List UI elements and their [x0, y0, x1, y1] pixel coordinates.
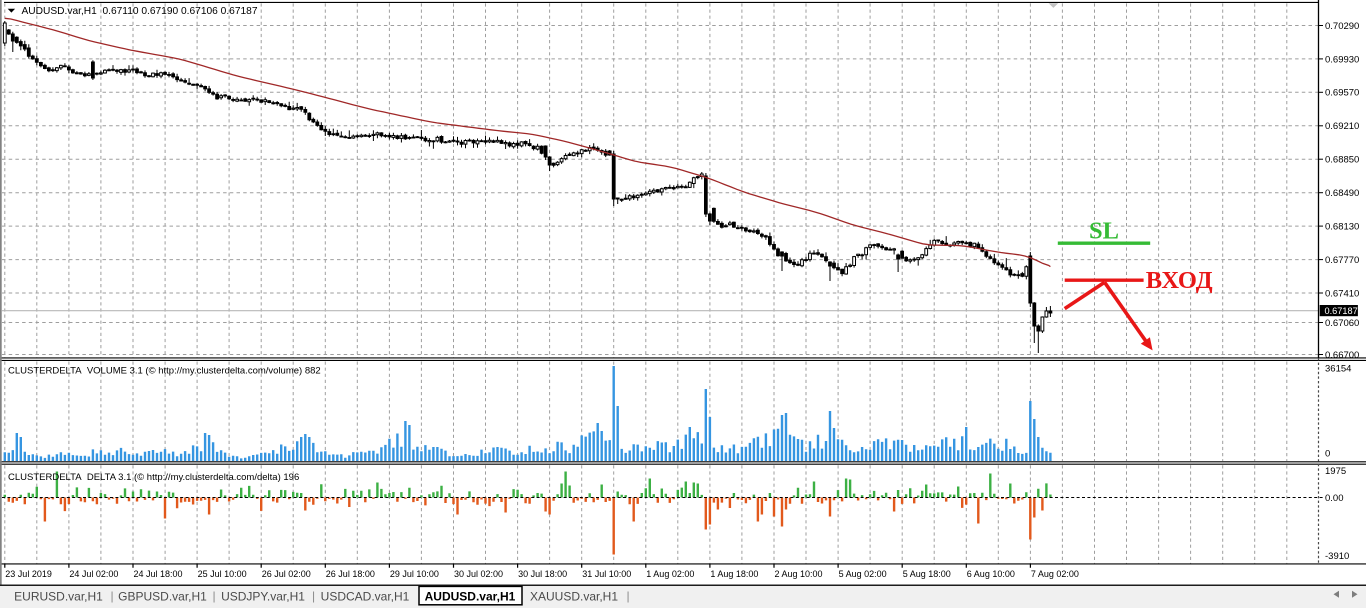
- svg-text:SL: SL: [1089, 218, 1119, 245]
- svg-text:CLUSTERDELTA VOLUME 3.1 (© ht: CLUSTERDELTA VOLUME 3.1 (© http://my.clu…: [8, 365, 321, 376]
- svg-text:6 Aug 10:00: 6 Aug 10:00: [967, 569, 1015, 579]
- svg-text:USDJPY.var,H1: USDJPY.var,H1: [221, 589, 305, 603]
- svg-text:ВХОД: ВХОД: [1146, 267, 1213, 294]
- svg-text:30 Jul 18:00: 30 Jul 18:00: [518, 569, 567, 579]
- svg-text:-3910: -3910: [1325, 551, 1349, 562]
- svg-text:0.69570: 0.69570: [1325, 88, 1359, 99]
- svg-text:0.67187: 0.67187: [1325, 306, 1358, 316]
- svg-text:0.67770: 0.67770: [1325, 255, 1359, 266]
- svg-text:|: |: [312, 589, 315, 603]
- svg-text:1 Aug 18:00: 1 Aug 18:00: [710, 569, 758, 579]
- svg-text:25 Jul 10:00: 25 Jul 10:00: [198, 569, 247, 579]
- svg-text:0.68850: 0.68850: [1325, 155, 1359, 166]
- svg-text:0.68490: 0.68490: [1325, 188, 1359, 199]
- svg-text:AUDUSD.var,H1: AUDUSD.var,H1: [425, 589, 516, 603]
- svg-text:0.00: 0.00: [1325, 493, 1344, 504]
- svg-text:CLUSTERDELTA DELTA 3.1 (© htt: CLUSTERDELTA DELTA 3.1 (© http://my.clus…: [8, 472, 299, 483]
- svg-text:0.67060: 0.67060: [1325, 318, 1359, 329]
- svg-text:5 Aug 02:00: 5 Aug 02:00: [839, 569, 887, 579]
- svg-text:0.68130: 0.68130: [1325, 222, 1359, 233]
- svg-text:30 Jul 02:00: 30 Jul 02:00: [454, 569, 503, 579]
- svg-text:0.67410: 0.67410: [1325, 288, 1359, 299]
- svg-text:AUDUSD.var,H1 0.67110 0.67190: AUDUSD.var,H1 0.67110 0.67190 0.67106 0.…: [22, 6, 258, 17]
- svg-text:0.66700: 0.66700: [1325, 350, 1359, 361]
- svg-text:23 Jul 2019: 23 Jul 2019: [5, 569, 52, 579]
- svg-text:EURUSD.var,H1: EURUSD.var,H1: [14, 589, 103, 603]
- svg-text:26 Jul 18:00: 26 Jul 18:00: [326, 569, 375, 579]
- svg-text:31 Jul 10:00: 31 Jul 10:00: [582, 569, 631, 579]
- svg-text:1 Aug 02:00: 1 Aug 02:00: [646, 569, 694, 579]
- svg-text:24 Jul 18:00: 24 Jul 18:00: [134, 569, 183, 579]
- svg-text:24 Jul 02:00: 24 Jul 02:00: [69, 569, 118, 579]
- svg-text:29 Jul 10:00: 29 Jul 10:00: [390, 569, 439, 579]
- svg-text:2 Aug 10:00: 2 Aug 10:00: [775, 569, 823, 579]
- svg-text:USDCAD.var,H1: USDCAD.var,H1: [321, 589, 410, 603]
- svg-text:0: 0: [1325, 448, 1330, 459]
- svg-text:|: |: [110, 589, 113, 603]
- svg-text:36154: 36154: [1325, 363, 1351, 374]
- svg-text:0.69210: 0.69210: [1325, 121, 1359, 132]
- svg-text:5 Aug 18:00: 5 Aug 18:00: [903, 569, 951, 579]
- svg-text:|: |: [626, 589, 629, 603]
- svg-text:GBPUSD.var,H1: GBPUSD.var,H1: [118, 589, 207, 603]
- svg-text:0.70290: 0.70290: [1325, 21, 1359, 32]
- svg-text:7 Aug 02:00: 7 Aug 02:00: [1031, 569, 1079, 579]
- svg-text:1975: 1975: [1325, 466, 1346, 477]
- svg-text:|: |: [212, 589, 215, 603]
- svg-text:0.69930: 0.69930: [1325, 54, 1359, 65]
- svg-text:26 Jul 02:00: 26 Jul 02:00: [262, 569, 311, 579]
- svg-text:XAUUSD.var,H1: XAUUSD.var,H1: [530, 589, 618, 603]
